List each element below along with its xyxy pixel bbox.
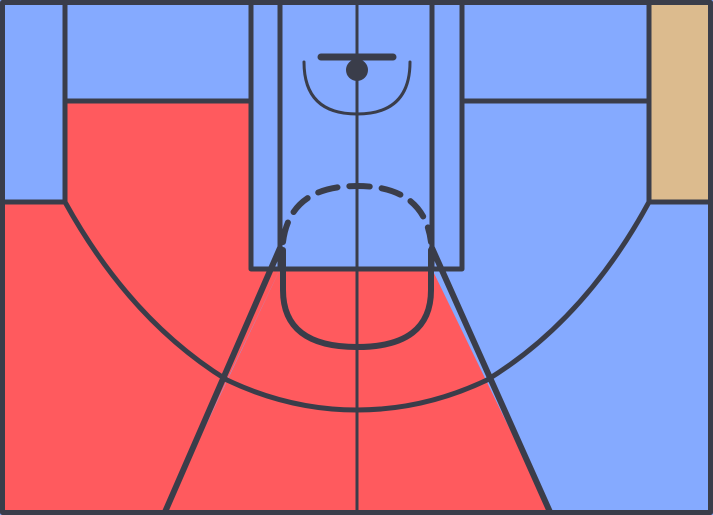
- zone-right-midrange: [432, 101, 649, 380]
- zone-left-corner-three: [2, 202, 227, 512]
- right-lane-diagonal: [429, 245, 553, 515]
- zone-left-wing-upper: [65, 2, 251, 101]
- free-throw-circle-solid: [280, 247, 434, 350]
- left-lane-diagonal: [162, 245, 283, 515]
- zone-right-corner-three: [487, 202, 710, 512]
- zone-left-corner-upper: [2, 2, 65, 202]
- zone-right-wing-upper: [462, 2, 649, 101]
- zone-right-corner-upper: [649, 2, 710, 202]
- rim: [346, 59, 368, 81]
- restricted-area-arc: [302, 60, 412, 116]
- zone-left-midrange: [65, 101, 280, 380]
- free-throw-circle-dashed: [280, 183, 434, 245]
